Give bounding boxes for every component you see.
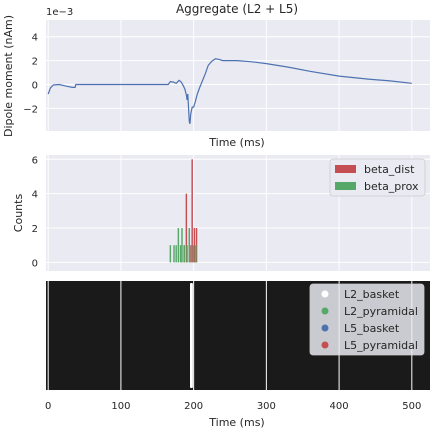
dipole-y-axis-label: Dipole moment (nAm)	[2, 15, 15, 137]
histogram-bar-beta-prox	[193, 245, 194, 262]
histogram-panel: 0 2 4 6 Counts beta_dist beta_prox	[12, 155, 430, 271]
raster-x-tick-label: 0	[45, 401, 51, 412]
histogram-legend: beta_dist beta_prox	[330, 159, 425, 196]
histogram-bar-beta-prox	[186, 245, 187, 262]
dipole-y-tick-label: −2	[23, 104, 38, 115]
legend-label-l2-pyramidal: L2_pyramidal	[344, 305, 418, 318]
raster-x-axis-label: Time (ms)	[208, 416, 264, 429]
histogram-bar-beta-prox	[180, 245, 181, 262]
histogram-bar-beta-prox	[173, 245, 174, 262]
legend-label-beta-prox: beta_prox	[364, 180, 419, 193]
dipole-y-multiplier: 1e−3	[46, 7, 73, 18]
histogram-bar-beta-prox	[183, 245, 184, 262]
dipole-y-tick-label: 0	[32, 80, 38, 91]
legend-swatch-beta-dist	[335, 165, 356, 173]
histogram-y-tick-label: 6	[32, 155, 38, 166]
dipole-x-axis-label: Time (ms)	[208, 136, 264, 149]
histogram-y-tick-label: 2	[32, 224, 38, 235]
dipole-y-tick-label: 2	[32, 57, 38, 68]
raster-x-tick-label: 100	[111, 401, 130, 412]
legend-marker-l2-basket	[322, 291, 329, 298]
histogram-bar-beta-prox	[191, 245, 192, 262]
dipole-y-tick-label: 4	[32, 33, 38, 44]
histogram-bar-beta-prox	[175, 245, 176, 262]
dipole-title: Aggregate (L2 + L5)	[176, 2, 298, 16]
legend-label-l2-basket: L2_basket	[344, 288, 400, 301]
raster-x-tick-label: 500	[402, 401, 421, 412]
legend-marker-l5-pyramidal	[322, 342, 329, 349]
histogram-y-tick-label: 4	[32, 190, 38, 201]
legend-label-beta-dist: beta_dist	[364, 163, 415, 176]
histogram-y-axis-label: Counts	[12, 194, 25, 233]
histogram-bar-beta-prox	[195, 245, 196, 262]
raster-legend: L2_basket L2_pyramidal L5_basket L5_pyra…	[310, 284, 424, 355]
histogram-bar-beta-prox	[178, 228, 179, 262]
legend-swatch-beta-prox	[335, 182, 356, 190]
raster-x-tick-label: 400	[330, 401, 349, 412]
dipole-panel: −2 0 2 4 Aggregate (L2 + L5) 1e−3 Time (ms)…	[2, 2, 430, 149]
raster-x-tick-label: 200	[184, 401, 203, 412]
legend-marker-l2-pyramidal	[322, 308, 329, 315]
raster-spike-region	[190, 283, 193, 388]
histogram-y-tick-label: 0	[32, 258, 38, 269]
histogram-bar-beta-prox	[189, 228, 190, 262]
histogram-bar-beta-prox	[181, 228, 182, 262]
histogram-bar-beta-prox	[170, 245, 171, 262]
legend-marker-l5-basket	[322, 325, 329, 332]
raster-x-tick-label: 300	[257, 401, 276, 412]
legend-label-l5-pyramidal: L5_pyramidal	[344, 339, 418, 352]
legend-label-l5-basket: L5_basket	[344, 322, 400, 335]
